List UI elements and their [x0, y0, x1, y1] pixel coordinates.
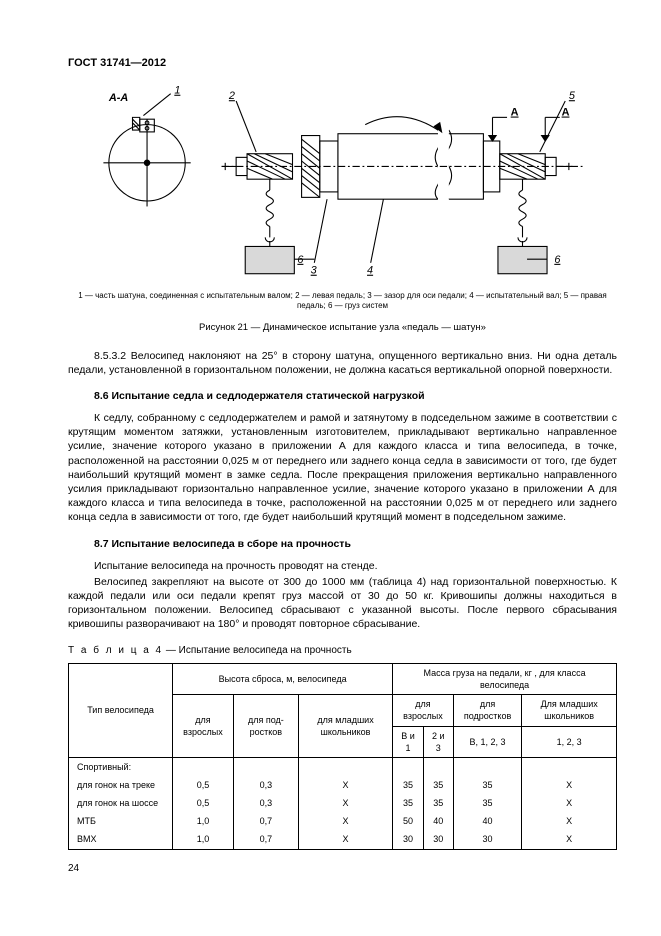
table-cell: Х	[522, 830, 617, 849]
table-cell: 0,5	[173, 794, 234, 812]
table-cell: Х	[298, 812, 392, 830]
th-mass-adult: для взрослых	[393, 695, 454, 726]
table-4-caption: Т а б л и ц а 4 — Испытание велосипеда н…	[68, 644, 617, 658]
th-sub-c: В, 1, 2, 3	[453, 726, 522, 757]
table-cell: 35	[393, 794, 424, 812]
para-8-7-2: Велосипед закрепляют на высоте от 300 до…	[68, 575, 617, 632]
heading-8-6: 8.6 Испытание седла и седлодержателя ста…	[68, 389, 617, 403]
svg-text:А: А	[562, 106, 570, 118]
table-cell: 0,3	[233, 776, 298, 794]
th-type: Тип велосипеда	[69, 664, 173, 758]
heading-8-7: 8.7 Испытание велосипеда в сборе на проч…	[68, 537, 617, 551]
table-cell	[453, 757, 522, 776]
table-cell: 35	[423, 776, 453, 794]
table-cell: Х	[522, 812, 617, 830]
table-cell: 0,5	[173, 776, 234, 794]
table-cell: 35	[453, 794, 522, 812]
table-cell: Х	[298, 830, 392, 849]
table-cell: 0,3	[233, 794, 298, 812]
page-number: 24	[68, 862, 617, 876]
th-sub-a: В и 1	[393, 726, 424, 757]
th-drop-adult: для взрослых	[173, 695, 234, 758]
table-cell: 35	[423, 794, 453, 812]
svg-text:2: 2	[228, 90, 235, 102]
table-cell	[393, 757, 424, 776]
th-drop-group: Высота сброса, м, велосипеда	[173, 664, 393, 695]
table-cell: 0,7	[233, 830, 298, 849]
table-cell: 1,0	[173, 830, 234, 849]
figure-21-caption: Рисунок 21 — Динамическое испытание узла…	[68, 322, 617, 335]
table-cell: Х	[522, 794, 617, 812]
table-cell: 35	[453, 776, 522, 794]
table-cell	[298, 757, 392, 776]
svg-text:4: 4	[367, 265, 373, 277]
table-cell: 40	[423, 812, 453, 830]
table-row-label: для гонок на шоссе	[69, 794, 173, 812]
table-cell: 30	[453, 830, 522, 849]
table-cell: 30	[423, 830, 453, 849]
svg-text:1: 1	[174, 85, 180, 97]
th-drop-teen: для под- ростков	[233, 695, 298, 758]
table-cell: 35	[393, 776, 424, 794]
document-id: ГОСТ 31741—2012	[68, 56, 617, 71]
svg-text:6: 6	[554, 254, 561, 266]
svg-text:6: 6	[297, 254, 304, 266]
table-4: Тип велосипеда Высота сброса, м, велосип…	[68, 663, 617, 850]
table-cell: 40	[453, 812, 522, 830]
table-row-label: МТБ	[69, 812, 173, 830]
th-mass-teen: для подростков	[453, 695, 522, 726]
table-cell: 1,0	[173, 812, 234, 830]
svg-text:А-А: А-А	[108, 92, 128, 104]
table-cell: Х	[298, 776, 392, 794]
table-cell	[233, 757, 298, 776]
th-sub-b: 2 и 3	[423, 726, 453, 757]
th-sub-d: 1, 2, 3	[522, 726, 617, 757]
table-row-label: Спортивный:	[69, 757, 173, 776]
th-mass-junior: Для младших школьников	[522, 695, 617, 726]
para-8-7-1: Испытание велосипеда на прочность провод…	[68, 559, 617, 573]
th-drop-junior: для младших школьников	[298, 695, 392, 758]
table-cell: 30	[393, 830, 424, 849]
figure-21: А-А 1 2 3 4 5 6 6 А А	[68, 81, 617, 285]
th-mass-group: Масса груза на педали, кг , для класса в…	[393, 664, 617, 695]
svg-text:А: А	[511, 106, 519, 118]
para-8-5-3-2: 8.5.3.2 Велосипед наклоняют на 25° в сто…	[68, 349, 617, 377]
svg-text:3: 3	[311, 265, 317, 277]
table-cell: 50	[393, 812, 424, 830]
figure-21-legend: 1 — часть шатуна, соединенная с испытате…	[68, 291, 617, 312]
table-cell	[522, 757, 617, 776]
svg-text:5: 5	[569, 90, 576, 102]
figure-21-svg: А-А 1 2 3 4 5 6 6 А А	[68, 81, 617, 281]
table-row-label: для гонок на треке	[69, 776, 173, 794]
table-cell: Х	[298, 794, 392, 812]
table-cell: 0,7	[233, 812, 298, 830]
table-cell	[423, 757, 453, 776]
table-cell	[173, 757, 234, 776]
table-cell: Х	[522, 776, 617, 794]
para-8-6: К седлу, собранному с седлодержателем и …	[68, 411, 617, 524]
table-row-label: ВМХ	[69, 830, 173, 849]
